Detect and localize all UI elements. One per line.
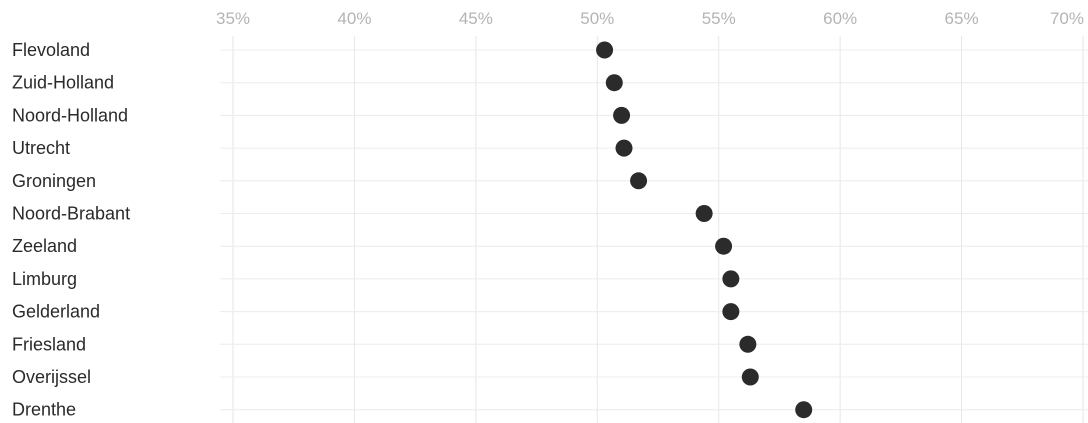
data-point xyxy=(722,303,740,321)
category-label: Overijssel xyxy=(12,367,91,387)
x-axis-tick-labels: 35% 40% 45% 50% 55% 60% 65% 70% xyxy=(216,9,1084,28)
data-point xyxy=(605,74,623,92)
data-point xyxy=(741,368,759,386)
data-point xyxy=(695,205,713,222)
category-label: Utrecht xyxy=(12,138,70,158)
data-point xyxy=(613,106,631,124)
category-label: Noord-Holland xyxy=(12,105,128,125)
x-tick-label: 65% xyxy=(945,9,979,28)
x-tick-label: 40% xyxy=(337,9,371,28)
category-label: Friesland xyxy=(12,334,86,354)
category-label: Limburg xyxy=(12,269,77,289)
row-line-layer xyxy=(220,49,1088,411)
x-tick-label: 35% xyxy=(216,9,250,28)
category-labels: Flevoland Zuid-Holland Noord-Holland Utrech… xyxy=(12,40,130,420)
data-point xyxy=(596,41,614,59)
category-label: Zeeland xyxy=(12,236,77,256)
x-tick-label: 70% xyxy=(1050,9,1084,28)
data-point xyxy=(715,237,733,255)
data-point xyxy=(739,335,757,353)
data-point xyxy=(795,401,813,419)
data-points xyxy=(596,41,813,419)
x-tick-label: 55% xyxy=(702,9,736,28)
data-point xyxy=(615,139,633,157)
category-label: Drenthe xyxy=(12,400,76,420)
category-label: Gelderland xyxy=(12,302,100,322)
x-tick-label: 60% xyxy=(823,9,857,28)
category-label: Flevoland xyxy=(12,40,90,60)
grid-layer xyxy=(232,36,1084,423)
category-label: Zuid-Holland xyxy=(12,73,114,93)
category-label: Noord-Brabant xyxy=(12,204,130,224)
category-label: Groningen xyxy=(12,171,96,191)
data-point xyxy=(630,172,648,190)
x-tick-label: 45% xyxy=(459,9,493,28)
x-tick-label: 50% xyxy=(580,9,614,28)
data-point xyxy=(722,270,740,288)
